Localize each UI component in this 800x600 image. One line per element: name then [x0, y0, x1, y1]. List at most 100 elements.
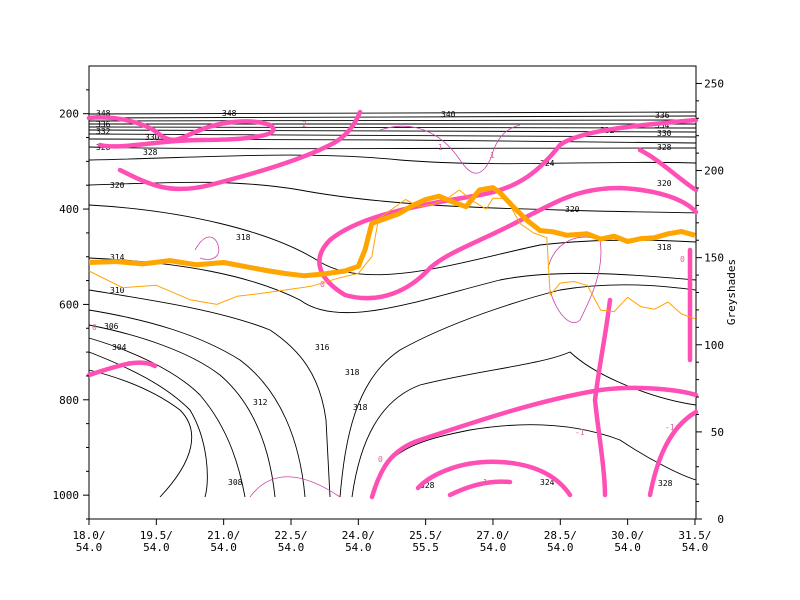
x-tick-label-top: 25.5/ — [409, 529, 442, 542]
pv-thin-contours — [194, 124, 602, 498]
contour-label: 330 — [657, 129, 672, 138]
y-right-tick-label: 100 — [704, 339, 724, 352]
contour-label: 328 — [658, 479, 673, 488]
x-tick-label-top: 24.0/ — [342, 529, 375, 542]
pv-label: -1 — [575, 428, 585, 437]
theta-contour — [88, 257, 697, 314]
y-left-tick-label: 1000 — [53, 489, 80, 502]
pv-thick-contour — [317, 117, 699, 298]
pv-thick-contours — [86, 109, 699, 500]
x-tick-label-bottom: 54.0 — [480, 541, 507, 554]
contour-label: 320 — [657, 179, 672, 188]
x-tick-label-bottom: 54.0 — [682, 541, 709, 554]
theta-contour — [88, 337, 246, 498]
pv-label: 2 — [302, 120, 307, 129]
theta-contour — [88, 181, 697, 214]
x-tick-label-bottom: 55.5 — [412, 541, 439, 554]
contour-label: 340 — [441, 110, 456, 119]
x-tick-label-bottom: 54.0 — [614, 541, 641, 554]
contour-label: 310 — [110, 286, 125, 295]
x-tick-label-top: 30.0/ — [611, 529, 644, 542]
y-right-tick-label: 50 — [711, 426, 724, 439]
contour-label: 348 — [222, 109, 237, 118]
theta-contour — [88, 119, 697, 122]
pv-label: -1 — [665, 423, 675, 432]
x-tick-label-bottom: 54.0 — [210, 541, 237, 554]
contour-label: 328 — [143, 148, 158, 157]
pv-label: 0 — [92, 323, 97, 332]
pv-thick-contour — [369, 385, 699, 500]
contour-label: 334 — [655, 121, 670, 130]
x-axis: 18.0/54.019.5/54.021.0/54.022.5/54.024.0… — [72, 519, 712, 554]
pv-label: 0 — [320, 280, 325, 289]
contour-label: 318 — [353, 403, 368, 412]
theta-contour-labels: 348 348 340 336 336 334 332 332 330 330 … — [96, 109, 673, 490]
y-right-tick-label: 250 — [704, 77, 724, 90]
pv-thick-contour — [86, 360, 158, 378]
y-axis-right: 0 50 100 150 200 250 — [696, 77, 724, 526]
theta-contour — [351, 351, 697, 498]
contour-label: 328 — [657, 143, 672, 152]
greyshade-thin-line — [88, 189, 696, 320]
contour-label: 304 — [112, 343, 127, 352]
pv-label: 1 — [438, 143, 443, 152]
contour-label: 320 — [565, 205, 580, 214]
contour-label: 328 — [420, 481, 435, 490]
pv-thick-contour — [447, 479, 513, 498]
pv-contour-labels: 1 1 2 0 0 0 -1 -1 -1 0 — [92, 120, 685, 487]
x-tick-label-top: 18.0/ — [72, 529, 105, 542]
contour-label: 320 — [110, 181, 125, 190]
x-tick-label-bottom: 54.0 — [76, 541, 103, 554]
contour-label: 316 — [315, 343, 330, 352]
contour-label: 312 — [253, 398, 268, 407]
x-tick-label-bottom: 54.0 — [547, 541, 574, 554]
y-axis-right-label: Greyshades — [725, 259, 738, 325]
contour-label: 324 — [540, 478, 555, 487]
theta-contour — [88, 324, 276, 498]
y-right-tick-label: 0 — [717, 513, 724, 526]
pv-thin-contour — [379, 124, 521, 174]
pv-thin-contour — [249, 476, 341, 498]
x-tick-label-bottom: 54.0 — [278, 541, 305, 554]
theta-contour — [88, 289, 331, 498]
theta-contour — [88, 369, 193, 498]
theta-contour — [88, 146, 697, 150]
pv-thick-contour — [117, 109, 363, 192]
x-tick-label-top: 21.0/ — [207, 529, 240, 542]
pv-thick-contour — [415, 459, 573, 498]
theta-contours — [88, 111, 697, 498]
greyshade-thick-line — [88, 185, 696, 279]
x-tick-label-top: 19.5/ — [140, 529, 173, 542]
pv-label: -1 — [478, 478, 488, 487]
contour-label: 314 — [110, 253, 125, 262]
y-right-tick-label: 150 — [704, 252, 724, 265]
greyshade-series — [88, 185, 696, 320]
contour-label: 336 — [655, 111, 670, 120]
y-left-tick-label: 600 — [59, 298, 79, 311]
theta-contour — [88, 126, 697, 129]
theta-contour — [339, 284, 697, 498]
pv-thick-contour — [342, 185, 699, 301]
contour-label: 332 — [96, 127, 111, 136]
contour-label: 324 — [540, 159, 555, 168]
x-tick-label-bottom: 54.0 — [345, 541, 372, 554]
theta-contour — [88, 309, 306, 498]
theta-contour — [88, 115, 697, 119]
x-tick-label-bottom: 54.0 — [143, 541, 170, 554]
pv-thick-contour — [647, 409, 699, 498]
contour-label: 318 — [657, 243, 672, 252]
x-tick-label-top: 28.5/ — [544, 529, 577, 542]
pv-label: 1 — [490, 151, 495, 160]
pv-thick-contour — [592, 297, 613, 498]
y-right-tick-label: 200 — [704, 165, 724, 178]
pv-thin-contour — [194, 236, 220, 260]
contour-label: 336 — [96, 120, 111, 129]
y-left-tick-label: 400 — [59, 203, 79, 216]
y-left-tick-label: 200 — [59, 108, 79, 121]
theta-contour — [88, 154, 697, 165]
pv-thick-contour — [637, 147, 699, 193]
theta-contour — [88, 111, 697, 115]
pv-thin-contour — [547, 236, 602, 323]
contour-label: 308 — [228, 478, 243, 487]
